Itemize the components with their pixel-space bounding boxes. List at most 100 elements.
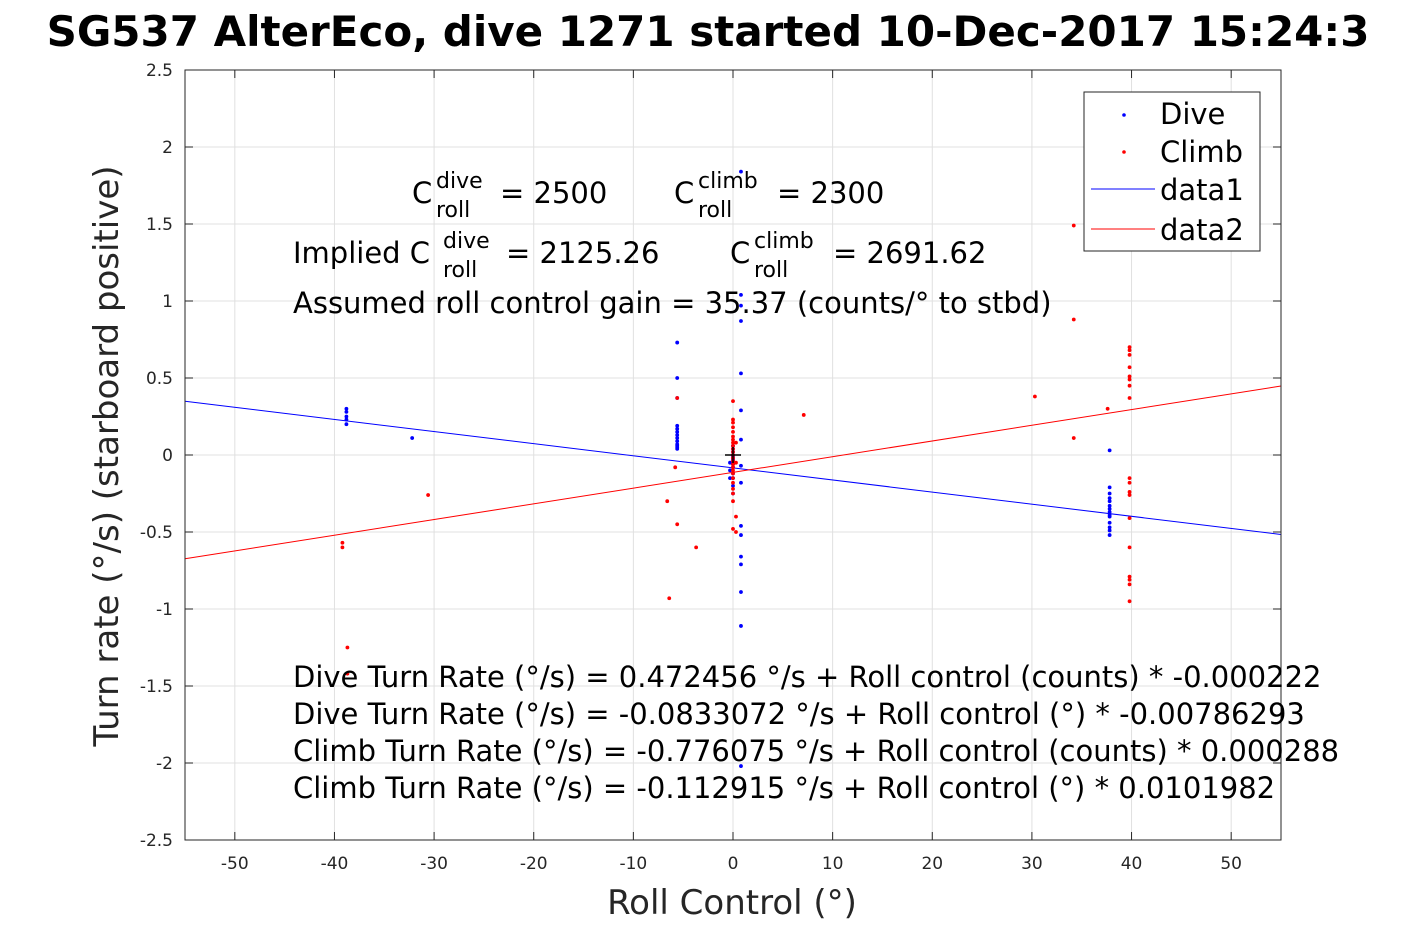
x-tick-label: 40 xyxy=(1121,854,1143,874)
climb-point xyxy=(731,443,735,448)
climb-point xyxy=(731,437,735,442)
legend-marker-climb xyxy=(1122,150,1126,154)
x-tick-label: -30 xyxy=(420,854,448,874)
chart-title: SG537 AlterEco, dive 1271 started 10-Dec… xyxy=(47,7,1370,56)
climb-point xyxy=(340,540,345,545)
legend: Dive Climb data1 data2 xyxy=(1083,91,1261,252)
dive-point xyxy=(739,764,743,768)
equation-dive-counts: Dive Turn Rate (°/s) = 0.472456 °/s + Ro… xyxy=(293,660,1321,694)
dive-point xyxy=(739,437,743,442)
climb-point xyxy=(1071,317,1076,322)
dive-point xyxy=(675,423,680,428)
climb-point xyxy=(731,480,735,485)
x-tick-label: -40 xyxy=(321,854,349,874)
legend-label-dive: Dive xyxy=(1160,97,1225,131)
dive-point xyxy=(344,422,349,427)
tick-marks xyxy=(185,69,1281,841)
climb-point xyxy=(694,545,699,550)
equation-dive-degrees: Dive Turn Rate (°/s) = -0.0833072 °/s + … xyxy=(293,697,1305,731)
climb-point xyxy=(731,465,735,470)
dive-point xyxy=(1107,496,1112,501)
x-tick-label: -50 xyxy=(221,854,249,874)
dive-point xyxy=(675,340,680,345)
x-tick-label: 0 xyxy=(728,854,739,874)
y-tick-label: 0.5 xyxy=(146,369,173,389)
implied-dive-sup: dive xyxy=(443,229,490,254)
dive-point xyxy=(410,436,415,440)
climb-point xyxy=(731,499,735,504)
dive-point xyxy=(728,460,732,465)
dive-point xyxy=(739,480,743,485)
center-marker xyxy=(725,447,741,463)
dive-point xyxy=(675,433,680,437)
dive-point xyxy=(739,371,743,376)
legend-label-data2: data2 xyxy=(1160,213,1244,247)
dive-point xyxy=(675,376,680,380)
y-tick-label: -2 xyxy=(156,754,173,774)
equation-climb-counts: Climb Turn Rate (°/s) = -0.776075 °/s + … xyxy=(293,734,1339,768)
climb-point xyxy=(345,671,350,676)
legend-marker-dive xyxy=(1122,113,1126,117)
legend-box xyxy=(1083,91,1261,252)
gain-annotation: Assumed roll control gain = 35.37 (count… xyxy=(293,286,1052,320)
dive-point xyxy=(344,417,349,422)
dive-point xyxy=(675,439,680,444)
climb-point xyxy=(801,413,806,417)
dive-point xyxy=(1107,503,1112,508)
climb-point xyxy=(675,522,680,527)
climb-point xyxy=(673,465,678,470)
dive-point xyxy=(1107,514,1112,519)
dive-point xyxy=(344,414,349,419)
implied-climb-value: = 2691.62 xyxy=(833,236,986,270)
dive-point xyxy=(731,483,735,488)
climb-point xyxy=(731,399,735,403)
dive-point xyxy=(1107,510,1112,514)
c-roll-annotation: C dive roll = 2500 C climb roll = 2300 xyxy=(412,169,884,223)
climb-point xyxy=(734,530,738,534)
climb-point xyxy=(731,476,735,480)
dive-point xyxy=(1107,448,1112,453)
x-tick-labels: -50 -40 -30 -20 -10 0 10 20 30 40 50 xyxy=(221,854,1242,874)
data-points xyxy=(340,169,1132,768)
climb-point xyxy=(1127,476,1132,480)
y-tick-label: 0 xyxy=(162,446,173,466)
climb-point xyxy=(1071,436,1076,440)
dive-point xyxy=(728,476,732,480)
dive-point xyxy=(739,319,743,323)
climb-point xyxy=(1105,406,1110,411)
climb-point xyxy=(1127,383,1132,388)
dive-point xyxy=(739,169,743,174)
implied-climb-sub: roll xyxy=(754,258,788,283)
climb-point xyxy=(734,440,738,445)
climb-point xyxy=(731,527,735,531)
climb-point xyxy=(1127,490,1132,494)
x-axis-label: Roll Control (°) xyxy=(607,883,857,923)
climb-point xyxy=(1127,577,1132,582)
implied-climb-base: C xyxy=(730,236,750,270)
y-tick-label: -1 xyxy=(156,600,173,620)
legend-label-climb: Climb xyxy=(1160,135,1243,169)
dive-point xyxy=(1107,485,1112,490)
dive-point xyxy=(1107,507,1112,511)
y-axis-label: Turn rate (°/s) (starboard positive) xyxy=(87,165,127,747)
dive-point xyxy=(739,554,743,559)
equations: Dive Turn Rate (°/s) = 0.472456 °/s + Ro… xyxy=(293,660,1339,805)
c-roll-climb-value: = 2300 xyxy=(777,176,884,210)
implied-prefix: Implied C xyxy=(293,236,430,270)
c-roll-dive-sup: dive xyxy=(436,169,483,194)
c-roll-climb-sup: climb xyxy=(698,169,758,194)
dive-point xyxy=(739,533,743,537)
c-roll-climb-base: C xyxy=(674,176,694,210)
legend-label-data1: data1 xyxy=(1160,173,1244,207)
climb-point xyxy=(731,440,735,445)
c-roll-dive-value: = 2500 xyxy=(500,176,607,210)
climb-point xyxy=(731,417,735,422)
dive-point xyxy=(344,409,349,414)
x-tick-label: 50 xyxy=(1220,854,1242,874)
climb-point xyxy=(1127,599,1132,604)
y-tick-label: -2.5 xyxy=(140,831,173,851)
x-tick-label: -10 xyxy=(619,854,647,874)
y-tick-label: -0.5 xyxy=(140,523,173,543)
y-tick-label: 2 xyxy=(162,138,173,158)
